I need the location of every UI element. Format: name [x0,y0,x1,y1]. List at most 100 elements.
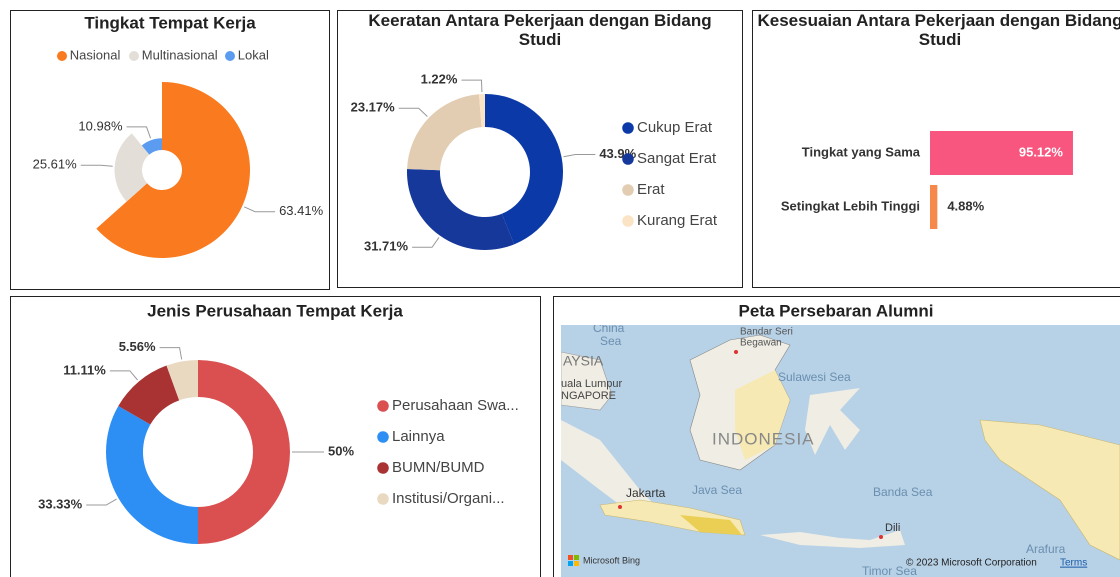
leader-line [109,370,138,381]
leader-line [80,164,113,167]
leader-line [159,347,183,360]
slice [96,82,251,258]
map-label: uala Lumpur [561,378,622,390]
legend-swatch [377,493,389,505]
data-label: 4.88% [947,198,984,213]
bar [930,131,1073,175]
panel [10,296,541,577]
map-label: Java Sea [692,483,742,497]
map-label: Sulawesi Sea [778,370,851,384]
map-label: Banda Sea [873,485,933,499]
data-label: 23.17% [351,100,396,115]
bar [930,185,938,229]
slice [114,133,150,202]
map-label: China [593,321,625,335]
panel [337,10,743,288]
legend-label: Cukup Erat [637,119,713,136]
data-label: 33.33% [38,496,83,511]
legend-label: Multinasional [142,47,218,62]
map-label: Sea [600,334,622,348]
data-label: 31.71% [364,239,409,254]
legend-label: Nasional [70,47,121,62]
map-label: Arafura [1026,542,1066,556]
leader-line [461,79,483,93]
slice [479,94,485,128]
chart-title: Kesesuaian Antara Pekerjaan dengan Bidan… [758,11,1120,49]
legend-swatch [377,462,389,474]
chart-title: Jenis Perusahaan Tempat Kerja [147,301,403,320]
map-label: INDONESIA [712,429,815,448]
slice [106,406,198,544]
slice [118,365,180,425]
land [561,420,660,520]
logo [568,555,573,560]
marker [618,505,622,509]
leader-line [243,206,276,213]
data-label: 5.56% [119,339,156,354]
data-label: 1.22% [421,72,458,87]
region [680,515,742,535]
legend-swatch [57,51,67,61]
map-label: AYSIA [563,353,604,369]
map-label: Jakarta [626,486,666,500]
map[interactable]: China Sea Bandar Seri Begawan AYSIA uala… [561,321,1120,577]
slice [166,360,198,401]
region [735,370,790,460]
logo [574,561,579,566]
panel [752,10,1120,288]
slice [407,94,482,171]
map-label: Begawan [740,338,782,349]
map-label: Dili [885,522,900,534]
category-label: Tingkat yang Sama [802,144,921,159]
map-title: Peta Persebaran Alumni [739,301,934,320]
map-copyright: © 2023 Microsoft Corporation [906,558,1037,569]
leader-line [126,126,152,139]
leader-line [398,107,428,117]
legend-label: Sangat Erat [637,150,717,167]
panel [10,10,330,290]
legend-swatch [377,431,389,443]
map-label: NGAPORE [561,390,616,402]
land [760,530,905,548]
marker [734,350,738,354]
category-label: Setingkat Lebih Tinggi [781,198,920,213]
legend-swatch [622,215,634,227]
legend-swatch [622,153,634,165]
map-label: Bandar Seri [740,327,793,338]
legend-label: BUMN/BUMD [392,459,485,476]
land [561,351,613,411]
slice [198,360,290,544]
legend-label: Institusi/Organi... [392,490,505,507]
legend-label: Lainnya [392,428,445,445]
legend-swatch [225,51,235,61]
legend-label: Lokal [238,47,269,62]
leader-line [86,498,117,506]
legend-label: Kurang Erat [637,212,718,229]
map-label: Timor Sea [862,564,917,577]
leader-line [412,237,440,248]
legend-swatch [622,122,634,134]
legend-swatch [622,184,634,196]
data-label: 25.61% [33,157,78,172]
data-label: 95.12% [1019,144,1064,159]
map-terms[interactable]: Terms [1060,558,1087,569]
logo [574,555,579,560]
marker [879,535,883,539]
data-label: 63.41% [279,203,324,218]
slice [406,169,515,250]
data-label: 10.98% [78,118,123,133]
map-logo: Microsoft Bing [583,555,640,565]
logo [568,561,573,566]
slice [141,138,162,155]
region [979,419,1120,561]
leader-line [563,153,596,158]
land [805,388,860,455]
panel [553,296,1120,577]
legend-swatch [129,51,139,61]
legend-swatch [377,400,389,412]
slice [485,93,563,245]
data-label: 11.11% [63,362,106,377]
chart-title: Keeratan Antara Pekerjaan dengan Bidang S… [368,11,711,49]
legend-label: Erat [637,181,665,198]
